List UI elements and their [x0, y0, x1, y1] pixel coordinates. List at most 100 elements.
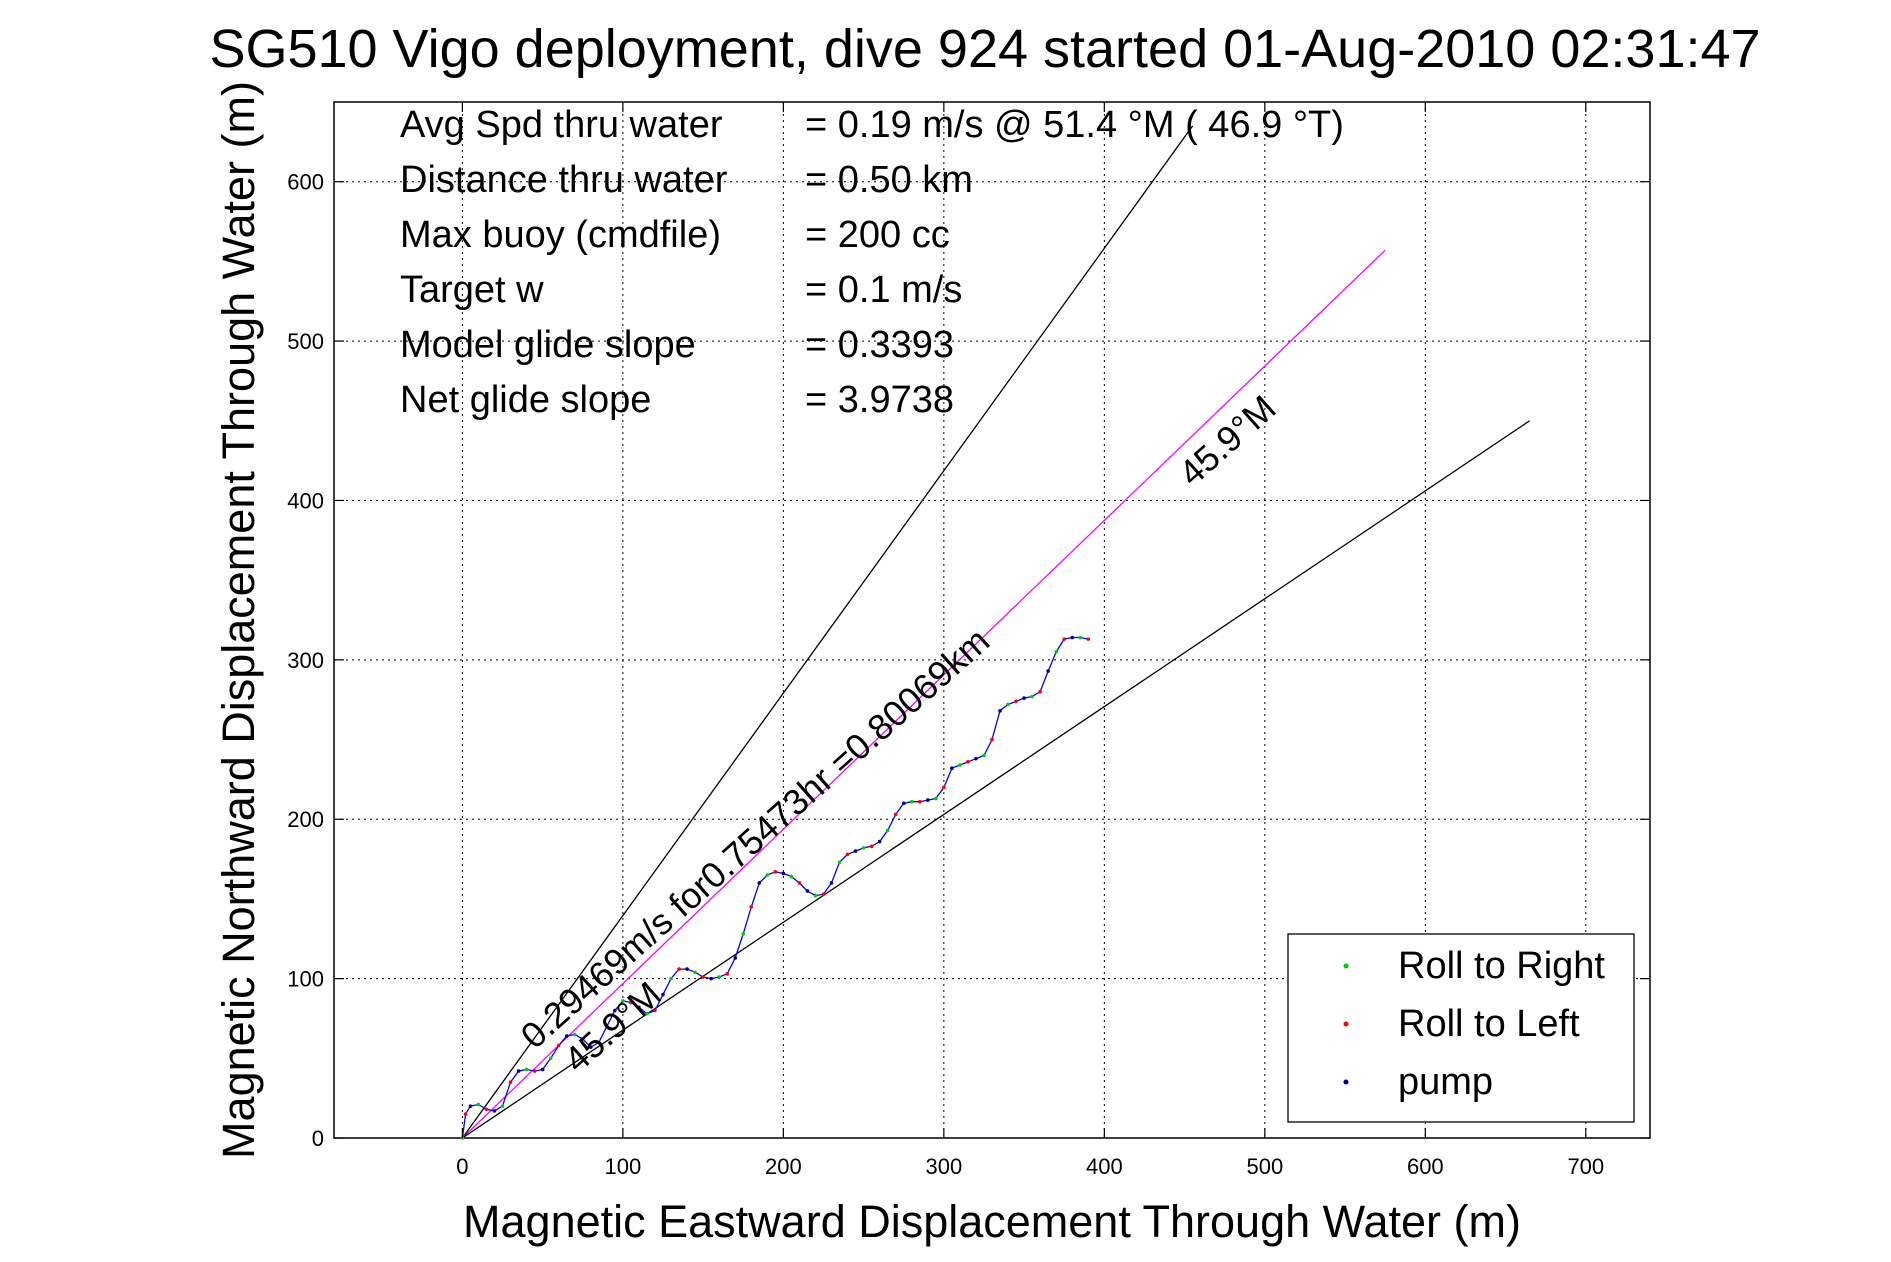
roll-right-point [621, 999, 625, 1003]
roll-right-point [548, 1056, 553, 1061]
info-value: = 0.19 m/s @ 51.4 °M ( 46.9 °T) [805, 104, 1344, 146]
roll-left-point [605, 1024, 609, 1029]
pump-point [1046, 669, 1050, 673]
roll-left-point [508, 1080, 513, 1085]
pump-point [998, 709, 1002, 713]
roll-right-point [1006, 702, 1010, 707]
pump-point [926, 798, 930, 802]
legend-label: pump [1398, 1061, 1493, 1103]
roll-right-point [645, 1011, 649, 1016]
roll-left-point [942, 785, 946, 790]
roll-right-point [1030, 694, 1034, 699]
pump-point [829, 881, 834, 885]
roll-right-point [1078, 635, 1083, 640]
y-tick-label: 100 [287, 967, 324, 992]
roll-left-point [532, 1069, 537, 1073]
x-tick-label: 600 [1407, 1154, 1444, 1179]
roll-right-point [813, 893, 818, 898]
roll-right-point [837, 860, 842, 865]
y-axis-label: Magnetic Northward Displacement Through … [213, 81, 264, 1159]
pump-point [805, 889, 810, 893]
roll-left-point [773, 870, 778, 874]
roll-left-point [701, 975, 705, 979]
roll-left-point [484, 1107, 489, 1112]
info-value: = 0.1 m/s [805, 269, 962, 311]
roll-right-point [861, 846, 866, 850]
chart-title: SG510 Vigo deployment, dive 924 started … [209, 19, 1760, 79]
roll-left-point [677, 967, 681, 971]
roll-left-point [966, 760, 970, 764]
pump-point [516, 1069, 521, 1073]
roll-right-point [524, 1067, 529, 1072]
roll-left-point [1014, 699, 1018, 704]
pump-point [733, 956, 738, 960]
roll-right-point [982, 753, 986, 758]
roll-left-point [869, 844, 874, 849]
y-tick-label: 0 [312, 1126, 324, 1151]
roll-right-point [476, 1102, 481, 1107]
dive-track [460, 635, 1091, 1140]
pump-point [637, 1005, 641, 1010]
pump-point [757, 881, 762, 885]
reference-lines [461, 125, 1530, 1139]
x-tick-label: 300 [925, 1154, 962, 1179]
roll-left-point [725, 972, 729, 976]
x-tick-label: 400 [1086, 1154, 1123, 1179]
roll-left-point [917, 799, 922, 804]
info-label: Avg Spd thru water [400, 104, 723, 146]
roll-left-point [845, 852, 850, 857]
roll-right-point [909, 799, 914, 804]
roll-left-point [990, 737, 994, 742]
pump-point [492, 1109, 497, 1113]
reference-line [461, 125, 1194, 1139]
roll-right-point [765, 873, 770, 877]
x-tick-label: 200 [765, 1154, 802, 1179]
pump-point [661, 992, 665, 997]
x-tick-label: 100 [605, 1154, 642, 1179]
roll-right-point [597, 1040, 601, 1045]
pump-point [613, 1008, 617, 1013]
pump-point [1070, 635, 1075, 640]
pump-point [853, 849, 858, 853]
roll-left-point [1086, 637, 1091, 641]
grid [334, 102, 1650, 1139]
pump-point [588, 1045, 593, 1049]
roll-left-point [629, 1000, 633, 1005]
pump-point [685, 967, 689, 971]
roll-left-point [653, 1008, 657, 1013]
info-value: = 0.50 km [805, 159, 973, 201]
roll-left-point [463, 1112, 468, 1116]
legend-label: Roll to Right [1398, 945, 1605, 987]
roll-left-point [580, 1037, 585, 1041]
roll-right-point [572, 1032, 577, 1037]
pump-point [468, 1104, 473, 1108]
info-value: = 200 cc [805, 214, 950, 256]
roll-right-point [741, 932, 746, 936]
roll-right-point [789, 874, 794, 879]
info-label: Max buoy (cmdfile) [400, 214, 721, 256]
pump-point [781, 871, 786, 876]
roll-right-point [693, 970, 697, 975]
pump-point [1022, 696, 1026, 700]
info-label: Distance thru water [400, 159, 728, 201]
info-value: = 3.9738 [805, 379, 954, 421]
pump-point [564, 1034, 569, 1038]
roll-left-point [749, 905, 754, 909]
pump-point [901, 801, 906, 806]
dive-info: Avg Spd thru water = 0.19 m/s @ 51.4 °M (… [400, 104, 1344, 421]
y-tick-label: 600 [287, 170, 324, 195]
roll-right-point [958, 763, 962, 767]
legend-label: Roll to Left [1398, 1003, 1580, 1045]
roll-left-point [1062, 637, 1067, 641]
roll-left-point [821, 892, 826, 896]
pump-point [709, 976, 713, 981]
x-tick-label: 500 [1246, 1154, 1283, 1179]
roll-left-point [1038, 689, 1042, 694]
roll-right-point [885, 828, 890, 833]
axis-ticks: 0 100 200 300 400 500 600 700 0 100 200 300 400 500 60… [287, 102, 1650, 1179]
info-label: Target w [400, 269, 544, 311]
x-axis-label: Magnetic Eastward Displacement Through W… [463, 1196, 1521, 1247]
roll-left-point [556, 1043, 561, 1048]
pump-point [950, 766, 954, 771]
